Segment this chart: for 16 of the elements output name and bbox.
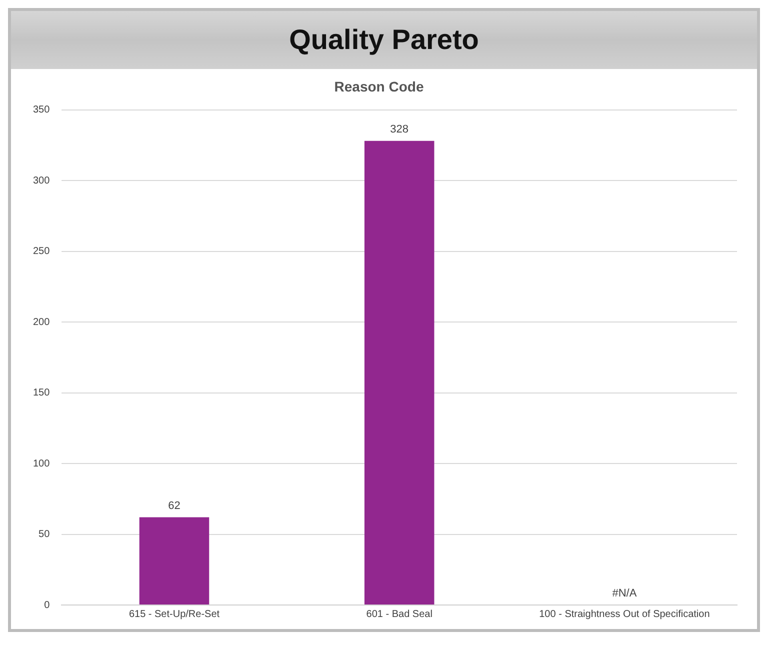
x-tick-label: 601 - Bad Seal [366, 608, 432, 620]
data-label: 328 [390, 123, 409, 136]
y-tick-label: 300 [32, 175, 50, 186]
y-tick-label: 200 [32, 316, 50, 328]
y-tick-label: 350 [32, 104, 50, 116]
y-tick-label: 50 [38, 529, 50, 540]
y-tick-label: 100 [32, 458, 50, 470]
y-tick-label: 0 [44, 600, 50, 611]
data-label: 62 [168, 500, 180, 512]
chart-title: Quality Pareto [289, 24, 479, 56]
y-tick-label: 150 [32, 388, 50, 399]
y-tick-label: 250 [32, 246, 50, 258]
x-tick-label: 615 - Set-Up/Re-Set [128, 608, 220, 620]
text: #N/A [612, 588, 637, 600]
chart-subtitle: Reason Code [334, 78, 424, 94]
x-tick-label: 100 - Straightness Out of Specification [539, 608, 710, 620]
